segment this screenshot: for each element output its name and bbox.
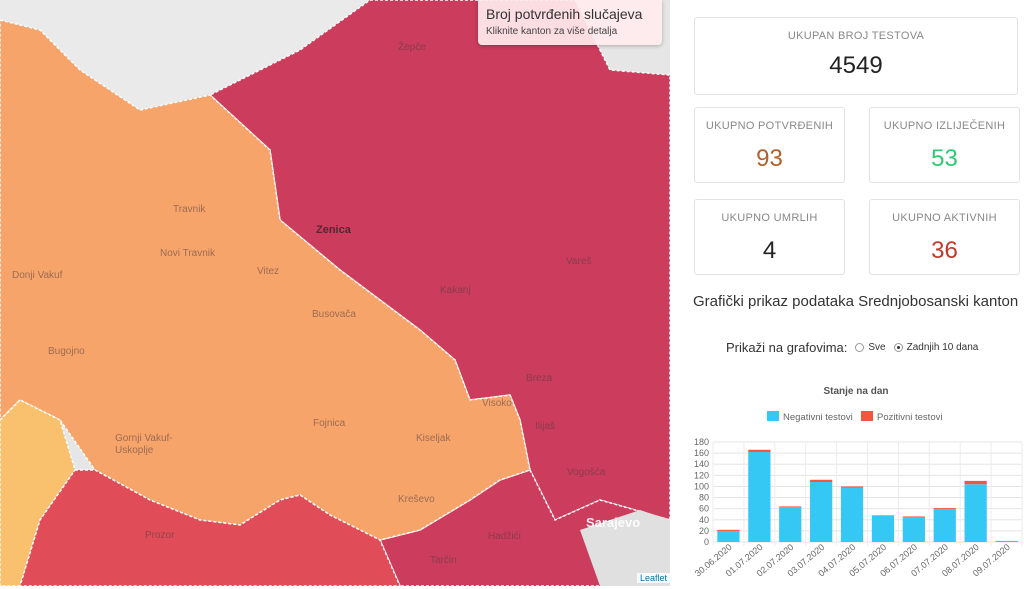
map-label: Breza [526, 373, 553, 384]
map-label: Busovača [312, 309, 356, 320]
chart-title: Stanje na dan [823, 386, 888, 397]
filter-option-last-10-days[interactable]: Zadnjih 10 dana [893, 342, 979, 353]
bar-chart[interactable]: Stanje na dan Negativni testovi Pozitivni … [670, 380, 1024, 589]
card-label: UKUPAN BROJ TESTOVA [787, 30, 925, 42]
bar-segment [748, 452, 771, 542]
map-label: Kiseljak [416, 433, 451, 444]
map-label: Sarajevo [586, 515, 641, 530]
y-tick-label: 80 [699, 493, 709, 503]
gray-patch-sarajevo [580, 510, 670, 586]
y-tick-label: 180 [694, 437, 709, 447]
leaflet-attribution-link[interactable]: Leaflet [637, 573, 670, 583]
y-tick-label: 0 [704, 537, 709, 547]
card-value: 53 [931, 145, 958, 172]
legend-swatch [861, 411, 873, 421]
bar-segment [717, 529, 740, 531]
radio-all[interactable] [855, 343, 865, 352]
bar-segment [748, 449, 771, 452]
filter-label: Prikaži na grafovima: [726, 340, 848, 355]
map-label: Fojnica [313, 418, 346, 429]
map-label: Prozor [145, 530, 175, 541]
bar-segment [871, 515, 895, 516]
bar-segment [933, 508, 956, 510]
bar-segment [995, 540, 1018, 542]
card-value: 4 [762, 237, 777, 264]
bar-segment [902, 516, 925, 517]
map-label: Vogošća [567, 467, 606, 478]
bar-segment [779, 506, 802, 507]
y-tick-label: 120 [694, 470, 709, 480]
map-label: Hadžići [488, 531, 521, 542]
filter-option-label: Zadnjih 10 dana [906, 342, 979, 353]
map-label: Visoko [482, 398, 512, 409]
card-total-tests: UKUPAN BROJ TESTOVA 4549 [694, 17, 1018, 95]
card-label: UKUPNO AKTIVNIH [892, 212, 997, 224]
bar-segment [717, 530, 740, 542]
radio-last-10-days[interactable] [893, 343, 903, 352]
legend-swatch [767, 411, 779, 421]
bar-segment [840, 486, 864, 488]
y-tick-label: 20 [699, 526, 709, 536]
y-tick-label: 140 [694, 459, 709, 469]
map[interactable]: Žepče Zenica Travnik Novi Travnik Vitez … [0, 0, 670, 586]
y-tick-label: 40 [699, 515, 709, 525]
map-info-box: Broj potvrđenih slučajeva Kliknite kanto… [478, 0, 662, 45]
map-label: Gornji Vakuf-Uskoplje [115, 433, 173, 456]
card-value: 93 [756, 145, 783, 172]
map-label: Ilijaš [535, 421, 556, 432]
filter-option-label: Sve [868, 342, 886, 353]
map-label: Kakanj [440, 285, 471, 296]
info-subtitle: Kliknite kanton za više detalja [486, 26, 618, 37]
chart-filter: Prikaži na grafovima: Sve Zadnjih 10 dan… [726, 340, 978, 355]
map-label: Vareš [566, 256, 592, 267]
bar-segment [933, 509, 956, 542]
card-value: 36 [931, 237, 958, 264]
map-label: Kreševo [398, 494, 435, 505]
card-recovered: UKUPNO IZLIJEČENIH 53 [869, 107, 1020, 183]
card-confirmed: UKUPNO POTVRĐENIH 93 [694, 107, 845, 183]
legend-label: Pozitivni testovi [877, 412, 942, 423]
canton-map-shapes[interactable] [0, 0, 670, 586]
map-label: Zenica [316, 224, 351, 236]
map-label: Donji Vakuf [12, 270, 63, 281]
map-label: Vitez [257, 266, 280, 277]
map-label: Bugojno [48, 346, 85, 357]
map-label: Travnik [173, 204, 206, 215]
card-label: UKUPNO UMRLIH [721, 212, 818, 224]
card-value: 4549 [829, 52, 883, 79]
bar-segment [810, 479, 833, 482]
info-title: Broj potvrđenih slučajeva [486, 6, 643, 22]
card-label: UKUPNO POTVRĐENIH [705, 120, 834, 132]
card-deaths: UKUPNO UMRLIH 4 [694, 199, 845, 275]
legend-label: Negativni testovi [783, 412, 853, 423]
bar-segment [871, 515, 895, 542]
y-tick-label: 100 [694, 481, 709, 491]
y-tick-label: 60 [699, 504, 709, 514]
card-label: UKUPNO IZLIJEČENIH [883, 120, 1006, 132]
map-label: Novi Travnik [160, 248, 216, 259]
map-label: Tarčin [430, 555, 457, 566]
y-tick-label: 160 [694, 448, 709, 458]
bar-segment [964, 480, 987, 485]
bar-segment [810, 482, 833, 542]
chart-section-heading: Grafički prikaz podataka Srednjobosanski… [693, 293, 1019, 310]
canton-gray-north [0, 0, 370, 110]
map-label: Žepče [398, 42, 426, 53]
canton-red-south [19, 469, 401, 586]
bar-segment [902, 517, 925, 542]
filter-option-all[interactable]: Sve [855, 342, 886, 353]
bar-segment [840, 487, 864, 542]
bar-segment [964, 484, 987, 542]
card-active: UKUPNO AKTIVNIH 36 [869, 199, 1020, 275]
bar-segment [779, 507, 802, 542]
